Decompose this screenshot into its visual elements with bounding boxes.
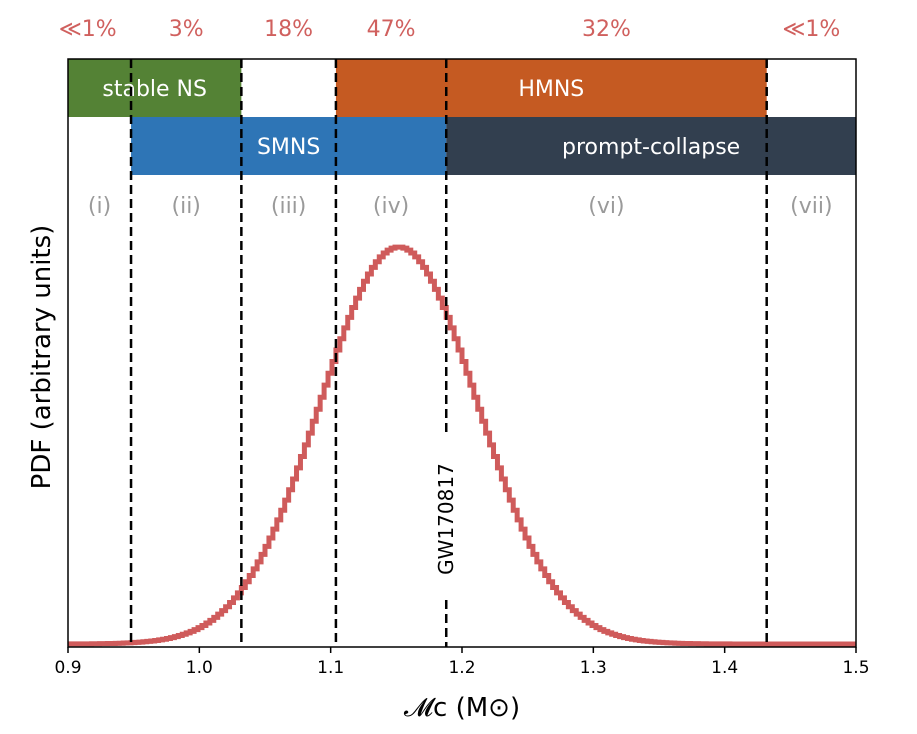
percentage-label-5: ≪1% xyxy=(782,17,840,42)
band-1 xyxy=(335,59,767,117)
x-tick-label-0: 0.9 xyxy=(54,658,81,678)
x-tick-label-1: 1.0 xyxy=(186,658,213,678)
band-label-2: SMNS xyxy=(257,135,320,160)
x-tick-label-5: 1.4 xyxy=(711,658,738,678)
band-label-1: HMNS xyxy=(518,77,584,102)
region-label-1: (ii) xyxy=(172,194,201,219)
x-tick-label-2: 1.1 xyxy=(317,658,344,678)
x-tick-label-6: 1.5 xyxy=(842,658,869,678)
percentage-label-1: 3% xyxy=(169,17,204,42)
band-label-0: stable NS xyxy=(102,77,207,102)
band-0 xyxy=(68,59,242,117)
percentage-label-0: ≪1% xyxy=(59,17,117,42)
pdf-curve-group xyxy=(68,244,856,647)
percentage-label-3: 47% xyxy=(367,17,416,42)
y-axis-label: PDF (arbitrary units) xyxy=(27,225,57,490)
x-tick-label-4: 1.3 xyxy=(580,658,607,678)
band-group: stable NS HMNS SMNS prompt-collapse xyxy=(68,59,856,175)
percentage-label-4: 32% xyxy=(582,17,631,42)
annotation-group: (i) (ii) (iii) (iv) (vi) (vii) ≪1% 3% 18% 47% 32% ≪… xyxy=(59,17,841,219)
band-label-3: prompt-collapse xyxy=(562,135,740,160)
percentage-label-2: 18% xyxy=(264,17,313,42)
axis-group: 0.9 1.0 1.1 1.2 1.3 1.4 1.5 xyxy=(54,647,870,678)
x-tick-label-3: 1.2 xyxy=(448,658,475,678)
band-2 xyxy=(131,117,447,175)
x-axis-label: 𝓜c (M⊙) xyxy=(404,693,520,723)
region-label-0: (i) xyxy=(88,194,111,219)
band-3 xyxy=(446,117,856,175)
gw170817-label: GW170817 xyxy=(434,463,458,575)
vline-group: GW170817 xyxy=(129,59,768,647)
region-label-2: (iii) xyxy=(271,194,307,219)
pdf-step-curve xyxy=(68,244,856,647)
region-label-3: (iv) xyxy=(373,194,409,219)
region-label-4: (vi) xyxy=(588,194,624,219)
region-label-5: (vii) xyxy=(790,194,832,219)
